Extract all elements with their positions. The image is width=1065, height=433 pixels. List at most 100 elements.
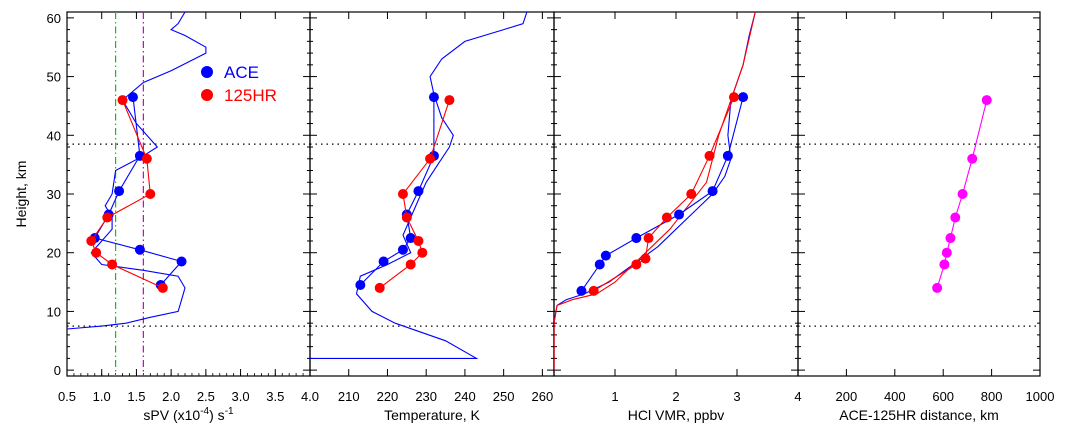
x-tick-label: 2.0	[162, 389, 180, 404]
panel-frame	[553, 11, 799, 377]
x-tick-label: 1	[611, 389, 618, 404]
data-point	[114, 186, 125, 197]
data-point	[176, 256, 187, 267]
panel-distance: 200 400 600 800 1000 ACE-125HR distance, km	[797, 11, 1055, 423]
data-point	[378, 256, 389, 267]
legend-label: 125HR	[224, 86, 277, 105]
plot-area	[67, 12, 207, 330]
y-tick-label: 50	[47, 70, 61, 85]
data-point	[102, 212, 113, 223]
data-point	[134, 244, 145, 255]
x-tick-label: 800	[981, 389, 1003, 404]
data-point	[704, 150, 715, 161]
data-point	[413, 186, 424, 197]
x-tick-label: 4	[794, 389, 801, 404]
data-point	[91, 247, 102, 258]
data-point	[127, 92, 138, 103]
data-point	[643, 233, 654, 244]
y-axis-title: Height, km	[13, 161, 29, 228]
x-tick-label: 3	[733, 389, 740, 404]
x-tick-label: 1.5	[127, 389, 145, 404]
profile-line	[67, 12, 207, 330]
panel-frame	[797, 11, 1041, 377]
data-point	[588, 285, 599, 296]
x-tick-label: 3.5	[266, 389, 284, 404]
data-point	[374, 282, 385, 293]
x-tick-label: 230	[415, 389, 437, 404]
data-point	[157, 282, 168, 293]
profile-line	[310, 12, 528, 359]
panel-frame	[66, 11, 311, 377]
x-tick-label: 3.0	[232, 389, 250, 404]
data-point	[674, 209, 685, 220]
data-point	[941, 247, 952, 258]
series-line	[581, 96, 744, 292]
data-point	[686, 189, 697, 199]
data-point	[722, 150, 733, 161]
panel-temperature: 210 220 230 240 250 260 Temperature, K	[309, 11, 555, 423]
y-tick-label: 10	[47, 304, 61, 319]
data-point	[397, 244, 408, 255]
profile-line-2	[554, 12, 756, 371]
x-tick-label: 220	[377, 389, 399, 404]
data-point	[425, 153, 436, 164]
x-tick-label: 240	[454, 389, 476, 404]
plot-area	[932, 95, 992, 293]
data-point	[939, 259, 950, 270]
x-tick-label: 2.5	[197, 389, 215, 404]
panel-hcl: 1 2 3 4 HCl VMR, ppbv	[553, 11, 802, 423]
data-point	[728, 92, 739, 103]
data-point	[945, 233, 956, 244]
data-point	[405, 259, 416, 270]
profile-line	[554, 12, 756, 371]
data-point	[401, 212, 412, 223]
x-tick-label: 400	[884, 389, 906, 404]
panel-frame	[309, 11, 555, 377]
plot-area	[310, 12, 528, 359]
data-point	[600, 250, 611, 261]
x-axis-title: ACE-125HR distance, km	[839, 407, 999, 423]
y-tick-label: 30	[47, 187, 61, 202]
data-point	[417, 247, 428, 258]
x-tick-label: 4.0	[301, 389, 319, 404]
data-point	[444, 95, 455, 106]
x-axis-title: Temperature, K	[384, 407, 480, 423]
data-point	[117, 95, 128, 106]
plot-area	[554, 12, 756, 371]
legend-label: ACE	[224, 63, 259, 82]
data-point	[707, 186, 718, 197]
x-tick-label: 600	[932, 389, 954, 404]
data-point	[981, 95, 992, 106]
x-axis-title: HCl VMR, ppbv	[628, 407, 724, 423]
data-point	[405, 233, 416, 244]
x-tick-label: 1000	[1026, 389, 1055, 404]
data-point	[413, 235, 424, 246]
data-point	[661, 212, 672, 223]
data-point	[950, 212, 961, 223]
panel-spv: 0.5 1.0 1.5 2.0 2.5 3.0 3.5 4.0 0 10 20 30 40 50 60 sPV…	[13, 11, 319, 423]
y-tick-label: 60	[47, 11, 61, 26]
y-tick-label: 20	[47, 246, 61, 261]
data-point	[141, 153, 152, 164]
data-point	[738, 92, 749, 103]
x-tick-label: 250	[493, 389, 515, 404]
data-point	[428, 92, 439, 103]
data-point	[355, 280, 366, 290]
x-tick-label: 1.0	[93, 389, 111, 404]
data-point	[957, 189, 968, 199]
x-tick-label: 0.5	[58, 389, 76, 404]
data-point	[594, 259, 605, 270]
x-axis-title: sPV (x10-4) s-1	[143, 406, 234, 423]
legend-marker	[201, 66, 213, 78]
data-point	[932, 282, 943, 293]
data-point	[631, 259, 642, 270]
data-point	[145, 189, 156, 199]
data-point	[640, 253, 651, 264]
x-tick-label: 260	[532, 389, 554, 404]
data-point	[576, 285, 587, 296]
x-tick-label: 2	[672, 389, 679, 404]
data-point	[631, 233, 642, 244]
x-tick-label: 210	[338, 389, 360, 404]
data-point	[86, 235, 97, 246]
